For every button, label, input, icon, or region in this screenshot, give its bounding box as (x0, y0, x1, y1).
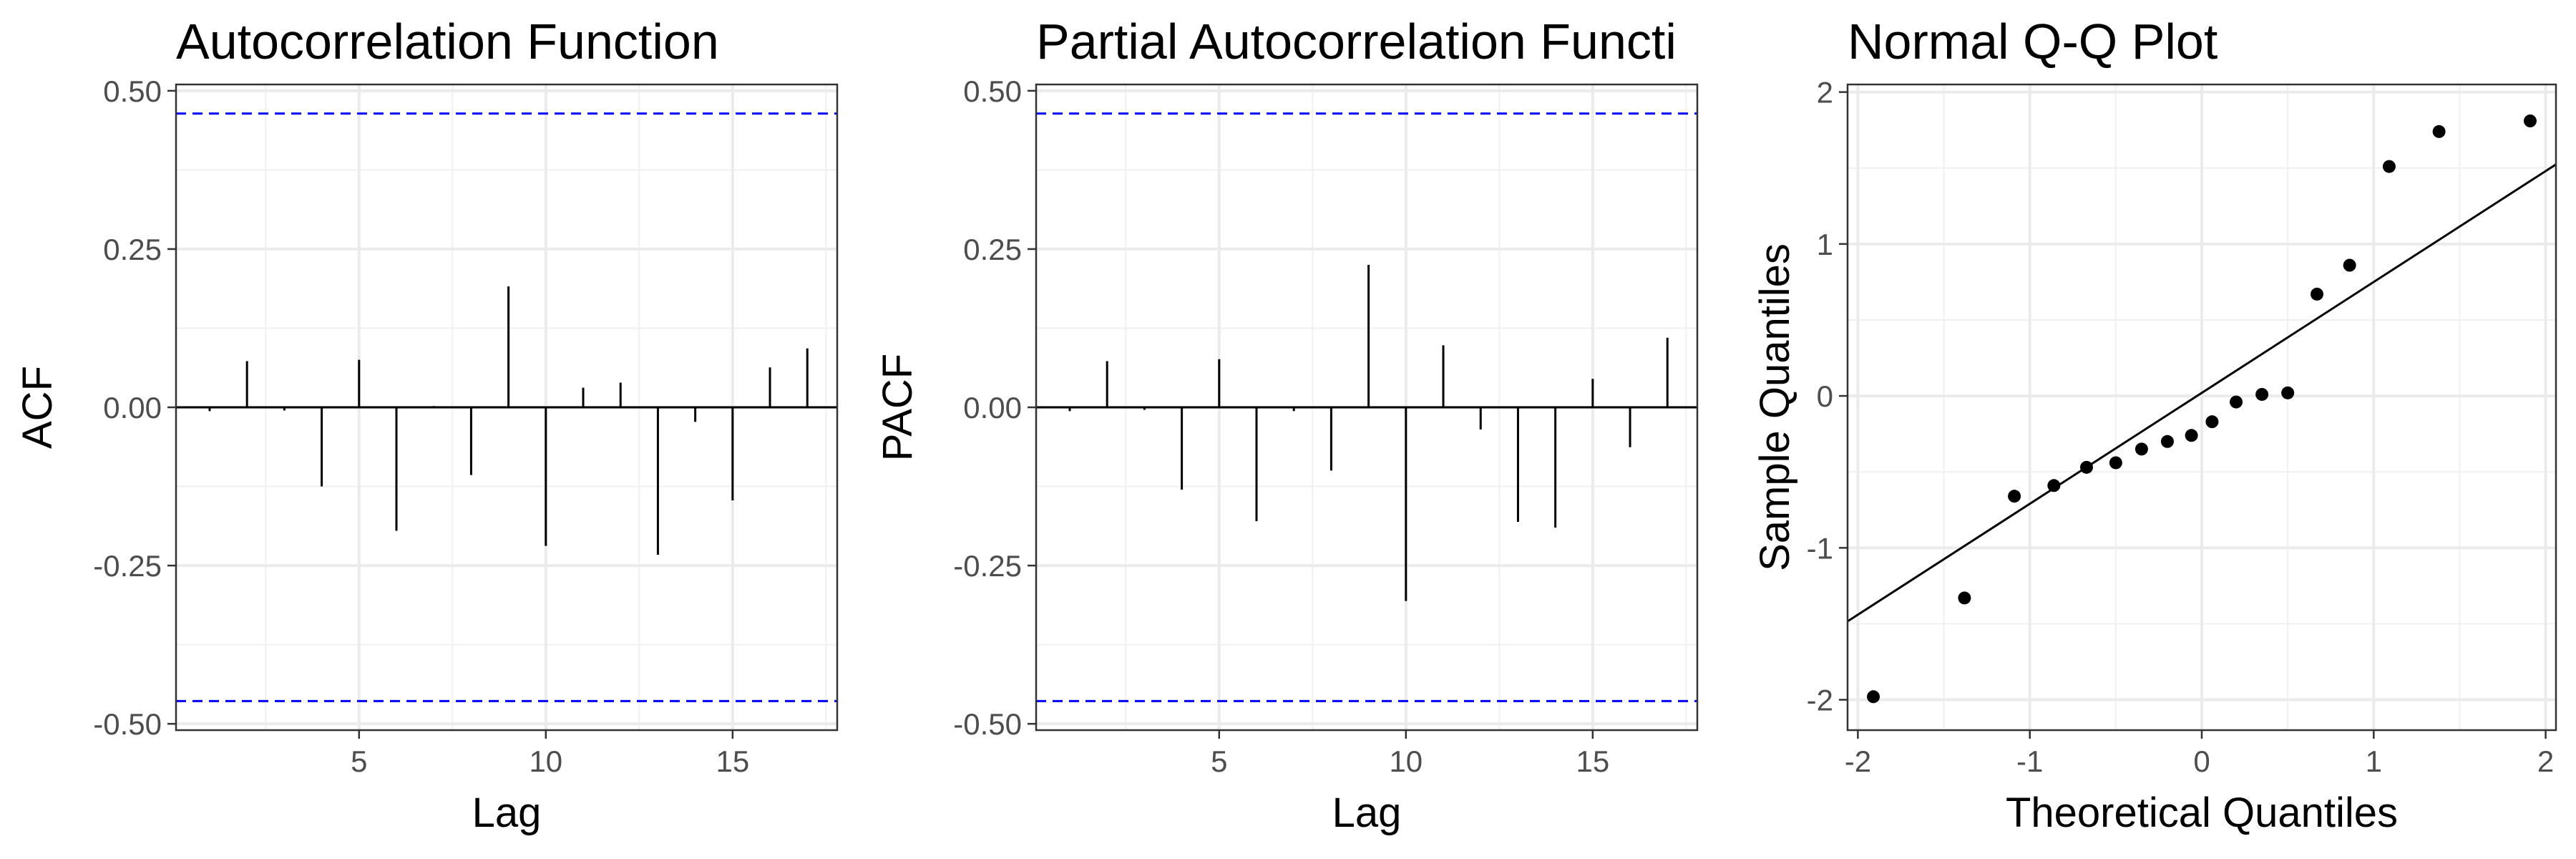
pacf-y-axis-title: PACF (874, 354, 921, 461)
pacf-y-tick-label: 0.00 (963, 391, 1022, 424)
qq-point (2185, 429, 2198, 442)
qq-point (2047, 479, 2061, 492)
pacf-x-tick-label: 15 (1576, 744, 1609, 778)
acf-x-tick-label: 15 (716, 744, 749, 778)
qq-point (2080, 460, 2094, 474)
qq-y-tick-label: -2 (1807, 684, 1833, 717)
qq-y-tick-label: -1 (1807, 531, 1833, 565)
qq-x-tick-label: 0 (2193, 744, 2210, 778)
qq-point (2523, 114, 2537, 127)
qq-y-axis-title: Sample Quantiles (1752, 243, 1798, 571)
qq-point (2205, 415, 2219, 429)
pacf-x-tick-label: 5 (1211, 744, 1227, 778)
qq-point (2310, 287, 2323, 301)
qq-point (2230, 395, 2243, 409)
qq-point (2382, 160, 2396, 173)
acf-y-tick-label: 0.50 (103, 74, 162, 108)
qq-point (2160, 435, 2174, 448)
acf-x-tick-label: 5 (351, 744, 367, 778)
qq-x-tick-label: 2 (2537, 744, 2554, 778)
acf-y-axis-title: ACF (14, 366, 61, 449)
pacf-marks (1036, 112, 1697, 702)
acf-title: Autocorrelation Function (176, 14, 719, 69)
pacf-title: Partial Autocorrelation Functi (1036, 14, 1677, 69)
qq-point (1958, 591, 1971, 605)
qq-y-tick-label: 2 (1817, 76, 1833, 110)
pacf-ticks: 5 10 15 0.50 0.25 0.00 -0.25 -0.50 (953, 74, 1609, 778)
qq-reference-line (1847, 163, 2557, 623)
qq-gridlines (1848, 84, 2556, 730)
acf-panel: Autocorrelation Function 5 10 15 0.50 0.25 0.… (14, 14, 839, 836)
qq-y-tick-label: 0 (1817, 379, 1833, 413)
qq-point (2008, 490, 2021, 503)
pacf-panel: Partial Autocorrelation Functi 5 10 15 0.50… (874, 14, 1699, 836)
pacf-y-tick-label: -0.50 (953, 707, 1022, 741)
pacf-x-tick-label: 10 (1389, 744, 1423, 778)
acf-y-tick-label: -0.50 (93, 707, 162, 741)
qq-point (2109, 456, 2122, 470)
qq-y-tick-label: 1 (1817, 228, 1833, 261)
pacf-x-axis-title: Lag (1332, 790, 1402, 836)
qq-point (2343, 258, 2356, 272)
qq-title: Normal Q-Q Plot (1848, 14, 2218, 69)
acf-marks (176, 112, 837, 702)
pacf-y-tick-label: 0.50 (963, 74, 1022, 108)
pacf-y-tick-label: -0.25 (953, 549, 1022, 583)
qq-marks (1847, 114, 2557, 704)
qq-point (2135, 442, 2148, 456)
acf-x-axis-title: Lag (472, 790, 542, 836)
pacf-y-tick-label: 0.25 (963, 233, 1022, 266)
acf-y-tick-label: 0.00 (103, 391, 162, 424)
qq-x-axis-title: Theoretical Quantiles (2006, 790, 2398, 836)
qq-point (2255, 387, 2269, 401)
qq-panel: Normal Q-Q Plot -2 -1 0 1 2 2 1 0 -1 -2 Theoretic… (1752, 14, 2557, 836)
qq-x-tick-label: 1 (2366, 744, 2382, 778)
qq-ticks: -2 -1 0 1 2 2 1 0 -1 -2 (1807, 76, 2555, 778)
acf-y-tick-label: -0.25 (93, 549, 162, 583)
acf-y-tick-label: 0.25 (103, 233, 162, 266)
qq-x-tick-label: -2 (1845, 744, 1871, 778)
qq-point (2281, 386, 2295, 399)
acf-ticks: 5 10 15 0.50 0.25 0.00 -0.25 -0.50 (93, 74, 749, 778)
qq-point (2432, 125, 2446, 138)
qq-x-tick-label: -1 (2016, 744, 2043, 778)
qq-point (1867, 690, 1880, 704)
acf-x-tick-label: 10 (529, 744, 562, 778)
